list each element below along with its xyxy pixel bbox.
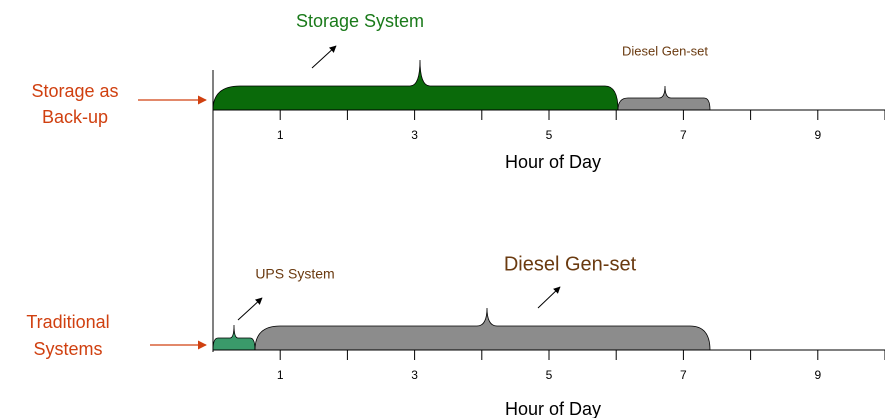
tick-label: 5: [546, 128, 553, 142]
row-label: Back-up: [42, 107, 108, 127]
axis-title: Hour of Day: [505, 399, 601, 418]
segment-label: Diesel Gen-set: [504, 253, 637, 275]
segment-label: Diesel Gen-set: [622, 43, 708, 58]
tick-label: 7: [680, 128, 687, 142]
ticks: 1 3 5 7 9: [277, 110, 885, 142]
tick-label: 9: [814, 128, 821, 142]
axis-title: Hour of Day: [505, 152, 601, 172]
segment-label: UPS System: [255, 266, 334, 282]
arrow: [311, 45, 337, 69]
segment-label: Storage System: [296, 11, 424, 31]
tick-label: 3: [411, 128, 418, 142]
row-label: Traditional: [26, 312, 109, 332]
ticks: 1 3 5 7 9: [277, 350, 885, 382]
row-label: Storage as: [31, 81, 118, 101]
row-label: Systems: [33, 339, 102, 359]
tick-label: 9: [814, 368, 821, 382]
tick-label: 1: [277, 368, 284, 382]
diesel-brace: [254, 307, 711, 351]
diesel-brace: [617, 85, 711, 111]
tick-label: 7: [680, 368, 687, 382]
storage-brace: [212, 59, 619, 111]
tick-label: 3: [411, 368, 418, 382]
arrow: [537, 286, 561, 309]
tick-label: 5: [546, 368, 553, 382]
tick-label: 1: [277, 128, 284, 142]
ups-brace: [212, 324, 256, 351]
arrow: [237, 297, 263, 321]
